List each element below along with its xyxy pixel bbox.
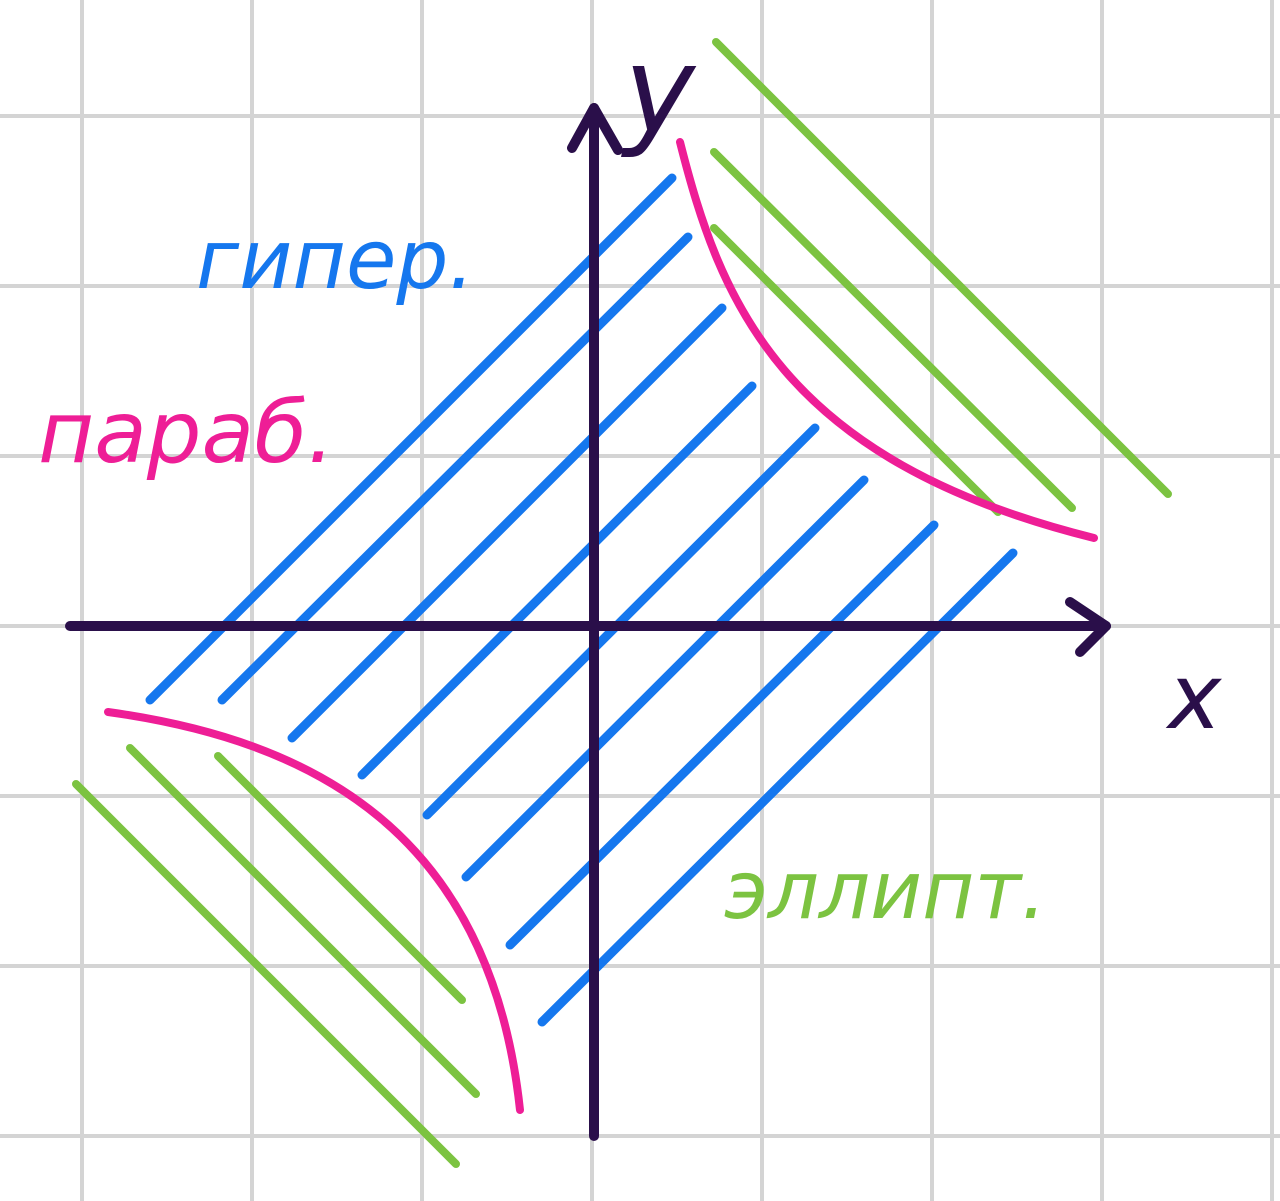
x-axis-label: x: [1165, 645, 1223, 750]
axes: [65, 103, 1111, 1141]
hatch-line-blue: [461, 475, 869, 882]
hatch-line-green: [214, 752, 466, 1004]
hyperbolic-label: гипер.: [196, 213, 475, 308]
parabolic-curve-upper: [676, 138, 1098, 542]
elliptic-hatching: [72, 38, 1172, 1168]
hatch-line-green: [710, 224, 1002, 516]
hatch-line-blue: [287, 303, 727, 743]
y-axis-label: y: [621, 22, 697, 161]
hatch-line-blue: [537, 548, 1018, 1027]
hatch-line-blue: [145, 173, 677, 705]
hatch-line-green: [126, 744, 480, 1098]
hatch-line-blue: [357, 381, 757, 780]
hatch-line-green: [712, 38, 1172, 498]
parabolic-curve-lower: [104, 708, 524, 1114]
parabolic-label: параб.: [38, 383, 335, 483]
hatch-line-green: [72, 780, 460, 1168]
parabolic-curves: [104, 138, 1098, 1114]
elliptic-label: эллипт.: [724, 844, 1047, 937]
hatch-line-blue: [505, 520, 939, 950]
y-axis-arrowhead: [567, 103, 623, 155]
hatch-line-green: [710, 148, 1076, 512]
x-axis-arrowhead: [1065, 597, 1111, 657]
